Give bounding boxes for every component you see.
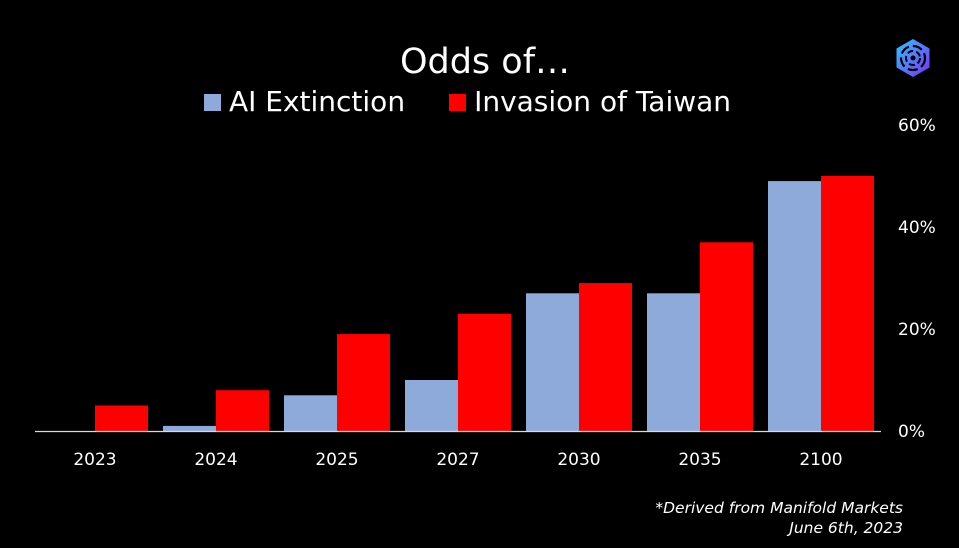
y-tick-label: 40% [898, 218, 936, 238]
x-tick-label: 2024 [194, 450, 237, 470]
x-tick-label: 2100 [799, 450, 842, 470]
legend: AI Extinction Invasion of Taiwan [0, 84, 935, 120]
legend-swatch-invasion-of-taiwan [449, 93, 467, 111]
bar-ai-extinction-2035 [647, 293, 700, 431]
bar-invasion-of-taiwan-2100 [821, 176, 874, 431]
legend-swatch-ai-extinction [203, 93, 221, 111]
bar-ai-extinction-2024 [163, 425, 216, 431]
y-tick-label: 60% [898, 116, 936, 136]
x-tick-label: 2025 [315, 450, 358, 470]
bar-invasion-of-taiwan-2023 [95, 405, 148, 431]
footnote-date: June 6th, 2023 [789, 519, 903, 537]
chart-title: Odds of… [399, 42, 571, 82]
bar-ai-extinction-2027 [405, 380, 458, 431]
legend-item-invasion-of-taiwan: Invasion of Taiwan [449, 84, 731, 120]
bar-invasion-of-taiwan-2025 [337, 334, 390, 431]
bar-invasion-of-taiwan-2030 [579, 283, 632, 431]
y-tick-label: 0% [898, 422, 925, 442]
legend-label-ai-extinction: AI Extinction [228, 85, 406, 118]
footnote-source: *Derived from Manifold Markets [655, 499, 903, 517]
legend-label-invasion-of-taiwan: Invasion of Taiwan [474, 85, 732, 118]
footnote: *Derived from Manifold Markets June 6th,… [655, 498, 903, 538]
bar-invasion-of-taiwan-2035 [700, 242, 753, 431]
bar-invasion-of-taiwan-2024 [216, 390, 269, 431]
hexagon-vortex-icon [896, 39, 930, 77]
bar-ai-extinction-2030 [526, 293, 579, 431]
bar-ai-extinction-2025 [284, 395, 337, 431]
bar-ai-extinction-2100 [768, 181, 821, 431]
y-tick-label: 20% [898, 320, 936, 340]
x-tick-label: 2027 [436, 450, 479, 470]
x-tick-label: 2023 [73, 450, 116, 470]
bar-invasion-of-taiwan-2027 [458, 313, 511, 431]
x-tick-label: 2030 [557, 450, 600, 470]
x-tick-label: 2035 [678, 450, 721, 470]
legend-item-ai-extinction: AI Extinction [203, 84, 406, 120]
